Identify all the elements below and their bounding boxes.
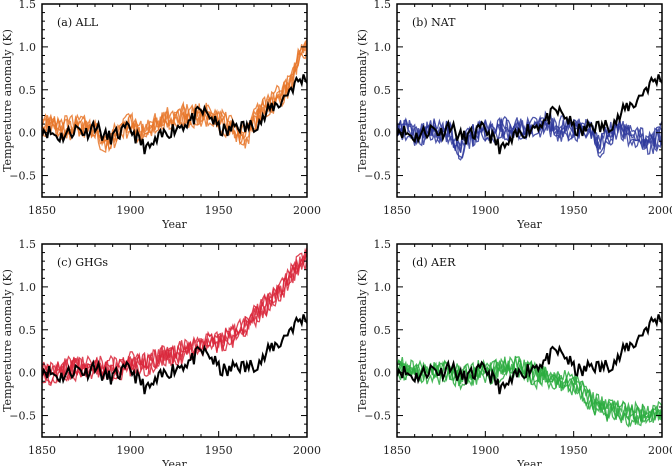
x-tick-label: 1900 bbox=[471, 204, 499, 217]
plot-area bbox=[397, 314, 662, 428]
x-tick-label: 2000 bbox=[293, 444, 321, 457]
ensemble-member-line bbox=[42, 257, 307, 387]
observed-line bbox=[397, 74, 662, 155]
plot-frame bbox=[41, 3, 308, 198]
x-tick-label: 1900 bbox=[471, 444, 499, 457]
x-tick-label: 1850 bbox=[28, 444, 56, 457]
plot-area bbox=[42, 247, 307, 395]
x-tick-label: 1950 bbox=[560, 444, 588, 457]
y-tick-label: 0.5 bbox=[374, 324, 392, 337]
y-tick-label: −0.5 bbox=[9, 410, 36, 423]
x-tick-label: 1900 bbox=[116, 444, 144, 457]
y-tick-label: 0.0 bbox=[374, 367, 392, 380]
y-tick-label: −0.5 bbox=[9, 170, 36, 183]
panel-title: (a) ALL bbox=[57, 16, 99, 29]
x-tick-label: 1900 bbox=[116, 204, 144, 217]
observed-line bbox=[397, 314, 662, 395]
observed-line bbox=[42, 314, 307, 395]
y-tick-label: 1.0 bbox=[19, 41, 37, 54]
panel-4: 1850 1900 1950 2000 −0.5 0.0 0.5 1.0 1.5 Year Temp… bbox=[356, 238, 672, 466]
y-tick-label: 0.5 bbox=[19, 324, 37, 337]
x-axis-label: Year bbox=[516, 218, 542, 231]
y-tick-label: 1.5 bbox=[374, 0, 392, 11]
x-tick-label: 1850 bbox=[28, 204, 56, 217]
y-tick-label: 1.0 bbox=[374, 41, 392, 54]
panel-3: 1850 1900 1950 2000 −0.5 0.0 0.5 1.0 1.5 Year Temp… bbox=[1, 238, 321, 466]
y-tick-label: 0.0 bbox=[374, 127, 392, 140]
x-tick-label: 2000 bbox=[648, 204, 672, 217]
y-tick-label: 0.0 bbox=[19, 127, 37, 140]
x-tick-label: 2000 bbox=[293, 204, 321, 217]
panel-title: (c) GHGs bbox=[57, 256, 108, 269]
x-tick-label: 2000 bbox=[648, 444, 672, 457]
ensemble-member-line bbox=[42, 39, 307, 153]
y-axis-label: Temperature anomaly (K) bbox=[1, 269, 14, 412]
x-tick-label: 1950 bbox=[205, 444, 233, 457]
y-tick-label: 1.0 bbox=[374, 281, 392, 294]
plot-frame bbox=[396, 3, 663, 198]
y-tick-label: 0.0 bbox=[19, 367, 37, 380]
observed-line bbox=[42, 74, 307, 155]
y-tick-label: 1.5 bbox=[19, 238, 37, 251]
panel-1: 1850 1900 1950 2000 −0.5 0.0 0.5 1.0 1.5 Year Temp… bbox=[1, 0, 321, 231]
ensemble-member-line bbox=[397, 355, 662, 423]
ensemble-member-line bbox=[42, 40, 307, 150]
y-axis-label: Temperature anomaly (K) bbox=[1, 29, 14, 172]
plot-area bbox=[397, 74, 662, 161]
x-tick-label: 1850 bbox=[383, 444, 411, 457]
x-axis-label: Year bbox=[516, 458, 542, 466]
y-tick-label: 0.5 bbox=[19, 84, 37, 97]
y-tick-label: 1.5 bbox=[19, 0, 37, 11]
panel-title: (b) NAT bbox=[412, 16, 456, 29]
plot-frame bbox=[396, 243, 663, 438]
panel-2: 1850 1900 1950 2000 −0.5 0.0 0.5 1.0 1.5 Year Temp… bbox=[356, 0, 672, 231]
y-tick-label: 1.0 bbox=[19, 281, 37, 294]
y-tick-label: −0.5 bbox=[364, 410, 391, 423]
x-tick-label: 1950 bbox=[560, 204, 588, 217]
y-axis-label: Temperature anomaly (K) bbox=[356, 29, 369, 172]
ensemble-member-line bbox=[397, 121, 662, 161]
y-tick-label: 0.5 bbox=[374, 84, 392, 97]
x-axis-label: Year bbox=[161, 218, 187, 231]
x-tick-label: 1950 bbox=[205, 204, 233, 217]
x-axis-label: Year bbox=[161, 458, 187, 466]
ensemble-member-line bbox=[42, 253, 307, 385]
panel-title: (d) AER bbox=[412, 256, 456, 269]
x-tick-label: 1850 bbox=[383, 204, 411, 217]
y-tick-label: 1.5 bbox=[374, 238, 392, 251]
plot-frame bbox=[41, 243, 308, 438]
y-tick-label: −0.5 bbox=[364, 170, 391, 183]
y-axis-label: Temperature anomaly (K) bbox=[356, 269, 369, 412]
plot-area bbox=[42, 39, 307, 155]
